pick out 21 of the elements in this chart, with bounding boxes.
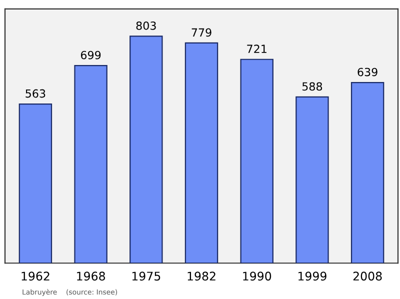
x-tick-label: 1962 (22, 272, 50, 281)
x-tick-label: 1968 (77, 272, 106, 281)
bar (184, 42, 218, 264)
bar (350, 82, 384, 264)
bar (130, 36, 163, 264)
bar (18, 103, 52, 264)
data-label: 563 (26, 89, 46, 98)
data-label: 588 (302, 82, 322, 91)
x-tick-label: 2008 (353, 272, 382, 281)
data-label: 639 (358, 68, 378, 76)
data-label: 721 (247, 44, 266, 53)
bar (296, 96, 329, 264)
x-tick-label: 1990 (243, 272, 272, 281)
x-tick-label: 1982 (188, 272, 216, 281)
bar (240, 58, 274, 264)
x-tick-label: 1975 (132, 272, 160, 281)
bar (74, 65, 108, 264)
data-label: 779 (192, 28, 212, 37)
x-tick-label: 1999 (298, 272, 326, 281)
data-label: 699 (80, 50, 101, 60)
data-label: 803 (136, 21, 156, 30)
